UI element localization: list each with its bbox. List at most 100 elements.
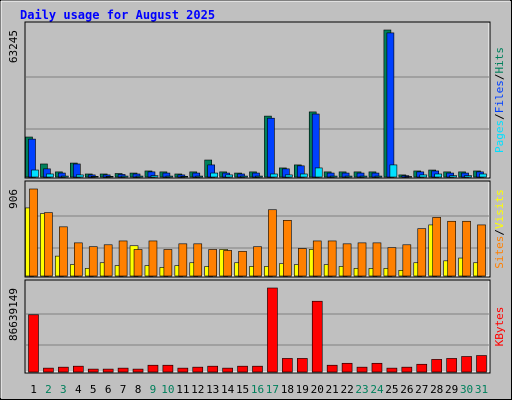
bar [402,244,412,277]
x-tick-label: 2 [45,383,52,396]
bar [61,175,69,178]
bar [192,366,204,373]
bar [299,173,308,178]
bar [180,176,189,178]
bar [372,242,382,277]
bar [447,220,456,277]
x-tick-label: 6 [105,383,112,396]
legend-entry: Hits [493,47,506,74]
bar [267,117,275,178]
x-tick-label: 19 [296,383,309,396]
x-tick-label: 10 [161,383,174,396]
x-tick-label: 9 [150,383,157,396]
legend-separator: / [493,74,506,81]
bar [162,364,174,373]
chart-title: Daily usage for August 2025 [20,8,215,22]
bar [88,246,98,277]
legend-entry: Sites [493,236,506,269]
bar [73,365,84,373]
legend-separator: / [493,113,506,120]
y-tick-label: 63245 [7,30,20,63]
legend: Pages/Files/Hits [493,47,506,153]
bar [210,172,218,178]
x-tick-label: 17 [266,383,279,396]
bar [253,246,262,277]
x-tick-label: 27 [415,383,428,396]
legend-separator: / [493,229,506,236]
bar [87,368,99,373]
bar [46,173,54,178]
bar [31,169,39,178]
bar [165,175,174,178]
x-tick-label: 26 [400,383,413,396]
x-tick-label: 11 [176,383,189,396]
bar [268,209,277,277]
x-tick-label: 21 [326,383,339,396]
x-tick-label: 12 [191,383,204,396]
x-tick-label: 14 [221,383,235,396]
bar [150,175,159,178]
bar [312,240,322,277]
x-tick-label: 29 [445,383,458,396]
bar [387,247,397,277]
x-tick-label: 18 [281,383,294,396]
x-tick-label: 28 [430,383,443,396]
bar [432,217,442,277]
bar [222,367,233,373]
bar [103,244,113,277]
bar [371,362,383,373]
bar [133,249,143,277]
x-tick-label: 30 [460,383,473,396]
bar [147,364,159,373]
bar [326,364,338,373]
bar [329,175,338,178]
legend: KBytes [493,307,506,347]
bar [44,212,53,277]
bar [311,300,323,373]
bar [120,175,129,178]
bar [28,314,39,373]
x-tick-label: 8 [135,383,142,396]
bar [58,366,69,373]
bar [105,176,114,178]
bar [434,173,443,178]
bar [29,188,38,277]
bar [163,249,173,277]
bar [477,224,486,277]
bar [462,220,471,277]
bar [401,366,413,373]
bar [449,175,457,178]
bar [240,175,248,178]
bar [342,243,352,277]
bar [102,368,114,373]
bar [148,240,158,277]
bar [296,358,308,373]
legend: Sites/Visits [493,189,506,269]
bar [416,363,428,373]
bar [327,240,337,277]
bar [374,175,383,178]
x-tick-label: 1 [30,383,37,396]
bar [177,367,189,373]
bar [446,358,457,373]
x-tick-label: 16 [251,383,264,396]
legend-entry: Visits [493,189,506,229]
x-tick-label: 22 [340,383,353,396]
bar [43,367,54,373]
bar [195,175,204,178]
bar [237,365,248,373]
bar [74,242,83,277]
bar [267,287,278,373]
x-tick-label: 25 [385,383,398,396]
bar [193,243,203,277]
bar [178,243,188,277]
bar [341,362,353,373]
bar [356,366,368,373]
bar [59,226,68,277]
panel [24,279,491,374]
bar [419,174,428,178]
x-tick-label: 31 [475,383,488,396]
bar [90,176,99,178]
panel [24,21,491,179]
